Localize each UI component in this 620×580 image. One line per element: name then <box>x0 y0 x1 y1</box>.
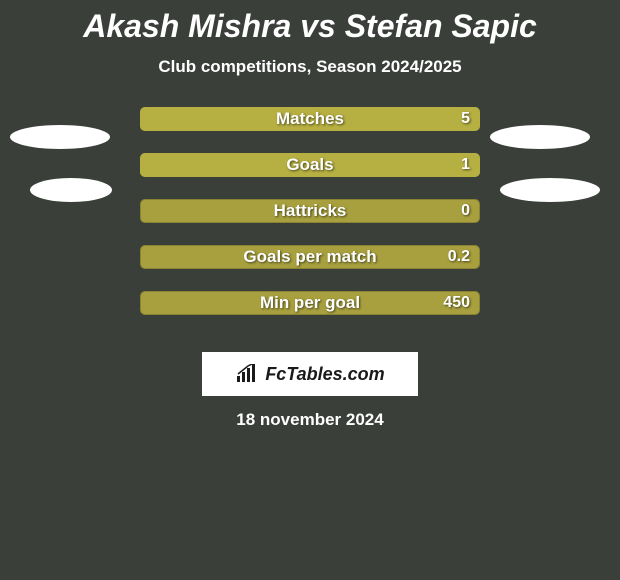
stat-value: 0.2 <box>140 245 470 269</box>
stat-row: Goals1 <box>0 153 620 177</box>
decorative-ellipse <box>30 178 112 202</box>
stat-value: 450 <box>140 291 470 315</box>
decorative-ellipse <box>500 178 600 202</box>
chart-icon <box>235 364 259 384</box>
stat-row: Goals per match0.2 <box>0 245 620 269</box>
stat-row: Min per goal450 <box>0 291 620 315</box>
decorative-ellipse <box>490 125 590 149</box>
stat-row: Hattricks0 <box>0 199 620 223</box>
stat-value: 1 <box>140 153 470 177</box>
subtitle: Club competitions, Season 2024/2025 <box>0 57 620 77</box>
stat-value: 0 <box>140 199 470 223</box>
decorative-ellipse <box>10 125 110 149</box>
logo-box: FcTables.com <box>202 352 418 396</box>
logo-text: FcTables.com <box>265 364 384 385</box>
date-text: 18 november 2024 <box>0 410 620 430</box>
page-title: Akash Mishra vs Stefan Sapic <box>0 0 620 45</box>
stat-value: 5 <box>140 107 470 131</box>
